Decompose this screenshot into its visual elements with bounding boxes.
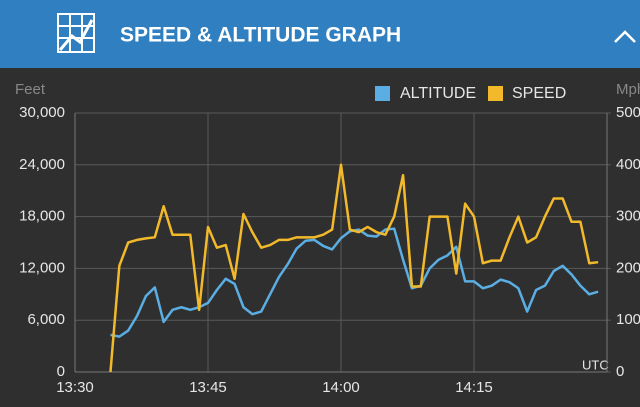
y-tick-label: 24,000 — [19, 156, 65, 173]
series-line — [109, 163, 599, 373]
y-tick-label: 6,000 — [27, 311, 65, 328]
header-title: SPEED & ALTITUDE GRAPH — [120, 24, 401, 47]
x-tick-label: 14:15 — [455, 379, 493, 396]
y2-tick-label: 500 — [616, 104, 640, 121]
header-bar — [0, 0, 640, 68]
graph-icon — [57, 13, 95, 53]
y2-axis-title: Mph — [616, 81, 640, 98]
y-tick-label: 18,000 — [19, 208, 65, 225]
x-tick-label: 13:30 — [56, 379, 94, 396]
y-axis-title: Feet — [15, 81, 46, 98]
y2-tick-label: 0 — [616, 363, 624, 380]
x-axis-title: UTC — [582, 357, 609, 372]
legend-label: ALTITUDE — [400, 85, 476, 102]
y-tick-label: 0 — [57, 363, 65, 380]
legend-swatch — [375, 86, 390, 101]
x-tick-label: 14:00 — [322, 379, 360, 396]
y2-tick-label: 300 — [616, 208, 640, 225]
y2-tick-label: 400 — [616, 156, 640, 173]
x-tick-label: 13:45 — [189, 379, 227, 396]
collapse-button[interactable] — [614, 30, 636, 43]
y-tick-label: 30,000 — [19, 104, 65, 121]
y-tick-label: 12,000 — [19, 259, 65, 276]
legend-label: SPEED — [512, 85, 566, 102]
y2-tick-label: 200 — [616, 259, 640, 276]
legend-swatch — [488, 86, 503, 101]
y2-tick-label: 100 — [616, 311, 640, 328]
